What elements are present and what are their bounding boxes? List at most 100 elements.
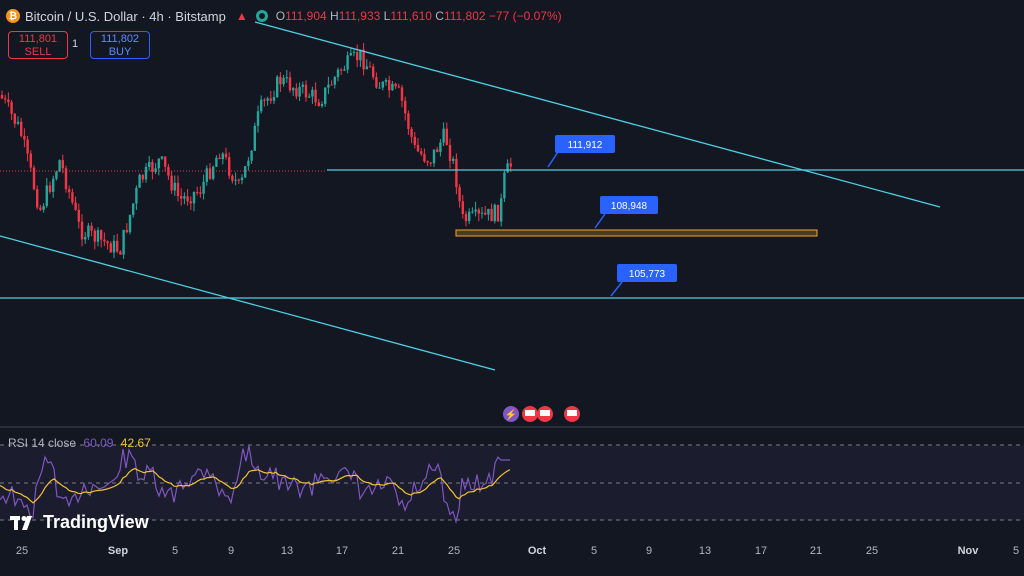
candle-body	[103, 239, 106, 242]
candle-body	[100, 230, 103, 240]
time-axis-label: Sep	[107, 545, 129, 557]
candle-body	[215, 157, 218, 167]
candle-body	[231, 175, 234, 181]
candle-body	[490, 208, 493, 222]
candle-body	[445, 128, 448, 145]
sell-label: SELL	[24, 46, 52, 58]
candle-body	[29, 153, 32, 168]
candle-body	[484, 212, 487, 215]
candle-body	[436, 149, 439, 153]
candle-body	[381, 81, 384, 88]
buy-button[interactable]: 111,802 BUY	[90, 31, 150, 59]
candle-body	[304, 84, 308, 98]
time-axis-label: 13	[698, 545, 712, 557]
candle-body	[400, 87, 404, 101]
demand-zone[interactable]	[455, 229, 818, 237]
candle-body	[368, 66, 372, 68]
rsi-ma-value: 42.67	[120, 436, 151, 450]
candle-body	[160, 156, 164, 159]
candle-body	[170, 175, 173, 191]
event-icons[interactable]: ⚡	[503, 406, 580, 422]
candle-body	[314, 89, 317, 103]
candle-body	[45, 185, 48, 206]
rsi-legend[interactable]: RSI 14 close 60.09 42.67	[8, 436, 151, 450]
pane-divider[interactable]	[0, 426, 1024, 428]
candle-body	[397, 86, 400, 88]
watermark-text: TradingView	[43, 512, 149, 532]
candle-body	[458, 187, 461, 202]
symbol-header[interactable]: ₿ Bitcoin / U.S. Dollar · 4h · Bitstamp …	[6, 6, 562, 26]
candle-body	[180, 195, 183, 199]
candle-body	[410, 128, 413, 137]
candle-body	[362, 49, 365, 70]
candle-body	[183, 196, 186, 199]
candle-body	[125, 229, 128, 233]
candle-body	[324, 87, 327, 104]
time-axis-label: 21	[809, 545, 823, 557]
candle-body	[20, 121, 23, 136]
price-label-3-text: 105,773	[629, 269, 666, 280]
tradingview-icon	[10, 515, 32, 530]
candle-body	[93, 230, 96, 242]
candle-body	[141, 174, 144, 180]
candle-body	[164, 156, 167, 167]
candle-body	[42, 205, 45, 210]
candle-body	[500, 198, 503, 222]
candle-body	[426, 161, 429, 163]
tradingview-logo[interactable]: TradingView	[10, 512, 149, 533]
price-label-3[interactable]: 105,773	[610, 264, 677, 297]
candle-body	[272, 97, 276, 101]
candle-body	[0, 95, 4, 99]
market-status-icon	[255, 10, 268, 22]
candle-body	[340, 69, 343, 71]
candle-body	[84, 237, 87, 240]
sell-price: 111,801	[18, 33, 58, 45]
candle-body	[244, 166, 247, 178]
candle-body	[55, 171, 58, 179]
time-axis-label: Oct	[527, 545, 547, 557]
candle-body	[234, 179, 237, 181]
candle-body	[343, 69, 346, 71]
candle-body	[87, 225, 90, 238]
candle-body	[176, 182, 180, 196]
time-axis-label: 21	[391, 545, 405, 557]
price-label-2[interactable]: 108,948	[594, 196, 658, 229]
candle-body	[138, 174, 141, 188]
time-axis-label: 9	[227, 545, 235, 557]
time-axis[interactable]: 25 Sep 5 9 13 17 21 25 Oct 5 9 13 17 21 25 Nov 5	[0, 545, 1024, 565]
candle-body	[285, 77, 288, 79]
candle-body	[52, 178, 55, 192]
lightning-icon	[503, 406, 519, 422]
candle-body	[10, 102, 13, 114]
candle-body	[64, 168, 68, 190]
price-label-1[interactable]: 111,912	[547, 135, 615, 168]
candle-body	[378, 87, 381, 89]
symbol-title[interactable]: Bitcoin / U.S. Dollar · 4h · Bitstamp	[25, 8, 226, 24]
candle-body	[493, 204, 496, 222]
candle-body	[221, 153, 224, 160]
candle-body	[116, 240, 119, 252]
upper-trendline[interactable]	[254, 21, 941, 208]
candle-body	[148, 161, 151, 167]
candle-body	[295, 88, 298, 97]
candle-body	[39, 207, 42, 210]
candle-body	[119, 251, 122, 255]
candles-layer	[0, 42, 512, 259]
candle-body	[192, 191, 196, 204]
candle-body	[202, 181, 205, 194]
candle-body	[461, 201, 464, 214]
alert-icon[interactable]: ▲	[235, 9, 248, 23]
lower-trendline[interactable]	[0, 235, 496, 371]
candle-body	[407, 113, 410, 129]
candle-body	[452, 158, 455, 161]
candle-body	[32, 167, 36, 190]
candle-body	[477, 209, 480, 214]
time-axis-label: 25	[865, 545, 879, 557]
candle-body	[346, 55, 349, 70]
candle-body	[455, 158, 458, 188]
candle-body	[112, 240, 116, 253]
candle-body	[423, 154, 426, 162]
sell-button[interactable]: 111,801 SELL	[8, 31, 68, 59]
candle-body	[301, 84, 304, 87]
